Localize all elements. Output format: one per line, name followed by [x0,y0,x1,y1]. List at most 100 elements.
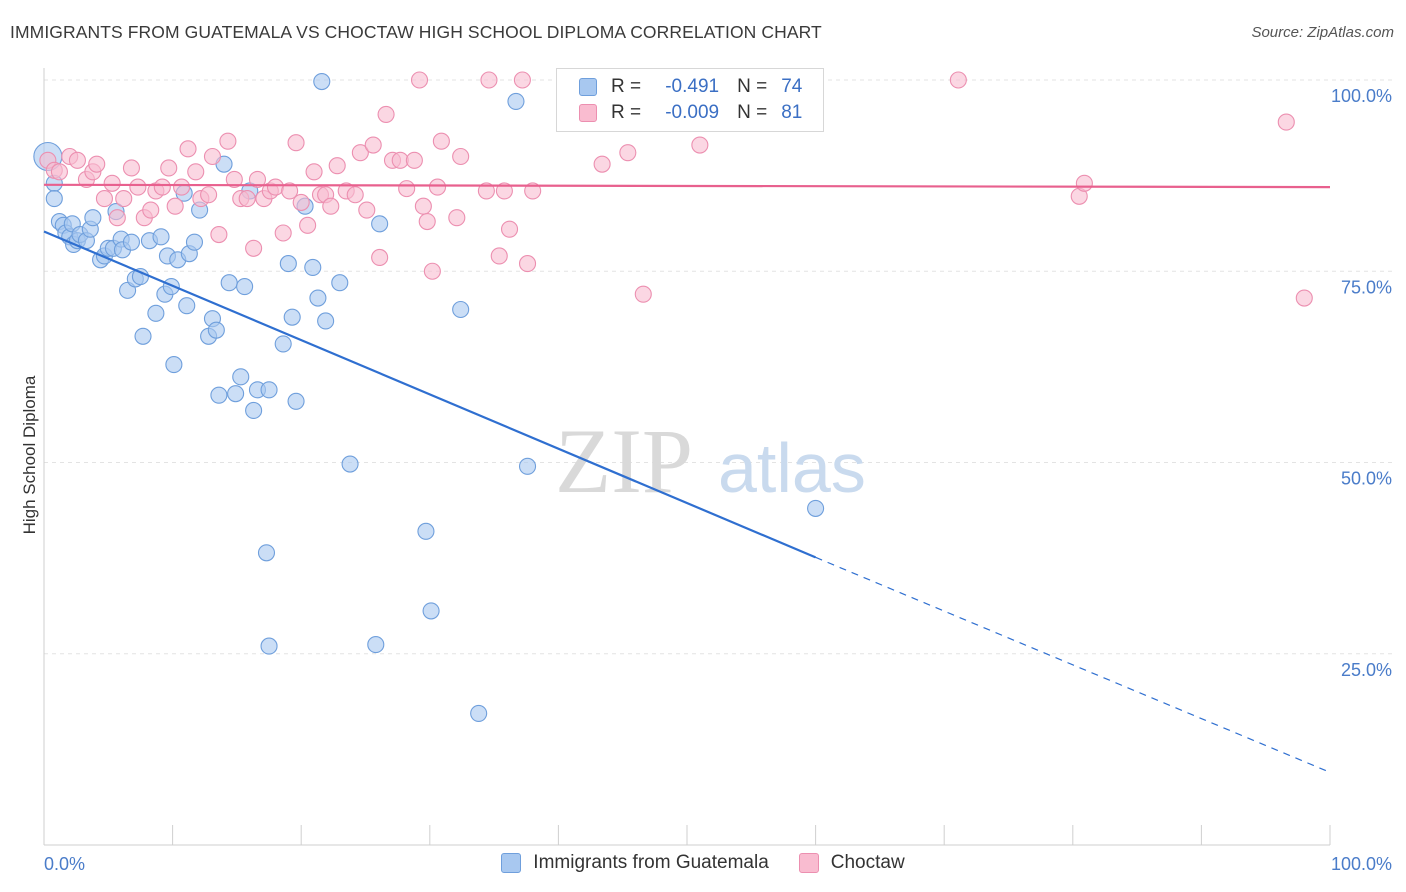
point-guatemala [470,704,488,722]
point-choctaw [513,71,531,89]
legend-label-guatemala: Immigrants from Guatemala [533,852,769,873]
point-choctaw [281,182,299,200]
point-choctaw [398,180,416,198]
point-choctaw [68,151,86,169]
point-guatemala [134,327,152,345]
point-guatemala [371,215,389,233]
point-choctaw [480,71,498,89]
point-choctaw [490,247,508,265]
point-choctaw [593,155,611,173]
point-guatemala [236,277,254,296]
point-choctaw [495,182,513,200]
point-guatemala [185,233,204,251]
point-choctaw [328,157,346,175]
point-guatemala [367,636,385,654]
point-choctaw [949,71,967,89]
point-guatemala [122,233,140,251]
y-tick-label: 75.0% [1341,277,1392,297]
point-guatemala [274,335,292,353]
y-tick-label: 25.0% [1341,660,1392,680]
y-tick-label: 100.0% [1331,86,1392,106]
point-guatemala [207,321,225,339]
point-choctaw [200,186,218,204]
watermark-atlas: atlas [718,429,866,507]
point-choctaw [418,212,436,231]
point-choctaw [351,144,369,162]
point-choctaw [432,132,450,150]
legend-swatch-guatemala [579,78,597,96]
point-guatemala [807,499,825,517]
point-guatemala [232,368,250,386]
point-choctaw [219,132,237,150]
point-guatemala [417,522,435,540]
watermark: ZIP atlas [555,410,866,512]
point-choctaw [108,209,126,227]
point-choctaw [238,190,256,208]
point-choctaw [619,144,637,162]
point-guatemala [279,255,297,273]
point-choctaw [88,155,106,173]
point-guatemala [152,228,170,246]
x-tick-labels: 0.0% 100.0% [44,854,1392,874]
point-choctaw [179,140,197,158]
point-guatemala [147,304,165,322]
trend-line-extension [815,556,1331,773]
legend-r-label: R = [611,76,642,97]
point-choctaw [203,147,222,166]
trend-line-guatemala [43,230,817,559]
trend-lines [43,183,1331,773]
point-choctaw [129,178,147,196]
point-choctaw [115,190,133,208]
trend-line-choctaw [43,183,1331,189]
stats-legend: R = -0.491 N = 74 R = -0.009 N = 81 [556,68,824,132]
point-choctaw [371,248,389,267]
point-choctaw [299,216,317,234]
point-choctaw [634,285,652,303]
point-choctaw [173,178,191,196]
point-choctaw [358,201,376,219]
y-tick-label: 50.0% [1341,469,1392,489]
point-choctaw [248,170,267,188]
point-guatemala [260,381,278,399]
point-choctaw [423,262,441,280]
point-choctaw [414,197,432,215]
point-guatemala [518,457,537,475]
y-axis-title: High School Diploma [20,375,39,534]
legend-n-value: 81 [781,102,803,123]
point-guatemala [283,308,301,326]
point-guatemala [317,312,335,330]
point-choctaw [1277,113,1295,131]
point-choctaw [305,163,323,181]
chart-title: IMMIGRANTS FROM GUATEMALA VS CHOCTAW HIG… [10,22,822,42]
legend-n-label: N = [737,102,768,123]
point-guatemala [313,72,331,91]
point-choctaw [448,209,466,227]
point-guatemala [304,258,322,276]
legend-swatch-guatemala [501,853,522,873]
legend-item-choctaw[interactable]: Choctaw [798,852,905,874]
point-guatemala [84,209,102,227]
legend-label-choctaw: Choctaw [830,852,905,873]
point-choctaw [142,201,160,219]
point-guatemala [287,392,305,410]
legend-r-label: R = [611,102,642,123]
legend-n-label: N = [737,76,768,97]
point-choctaw [187,163,205,181]
point-guatemala [257,544,276,562]
point-guatemala [331,274,349,292]
point-choctaw [518,255,537,273]
point-choctaw [245,239,263,257]
y-tick-labels: 25.0% 50.0% 75.0% 100.0% [1331,86,1392,680]
point-choctaw [364,136,382,154]
legend-swatch-choctaw [579,104,597,122]
point-choctaw [274,224,292,242]
point-choctaw [524,182,542,200]
legend-item-guatemala[interactable]: Immigrants from Guatemala [501,852,769,874]
point-choctaw [103,174,121,192]
point-choctaw [477,182,495,200]
point-choctaw [1075,174,1093,192]
legend-swatch-choctaw [798,853,819,873]
x-tick-label: 0.0% [44,854,85,874]
point-choctaw [225,170,243,188]
